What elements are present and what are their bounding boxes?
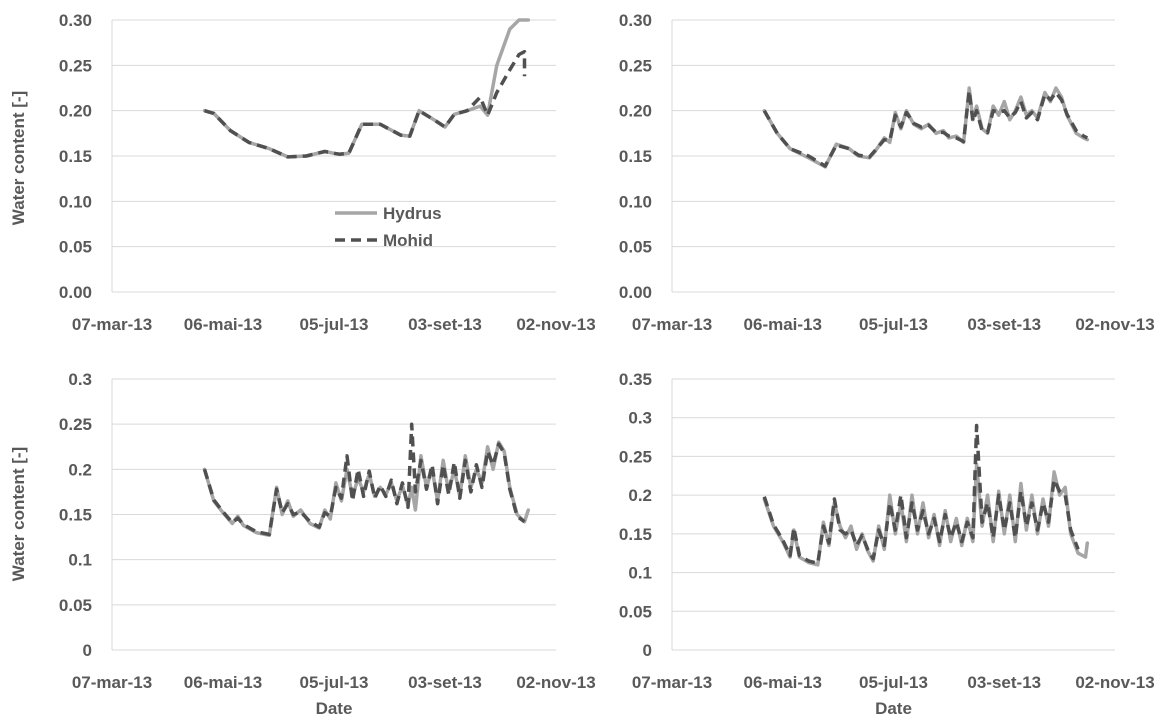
series-line-hydrus [202, 18, 531, 159]
x-tick-label: 06-mai-13 [744, 673, 822, 692]
legend: Hydrus Mohid [335, 204, 442, 250]
x-tick-label: 05-jul-13 [859, 673, 928, 692]
chart-panel-4: 0 0.05 0.1 0.15 0.2 0.25 0.3 0.35 07-mar-13 06-ma… [619, 370, 1155, 718]
y-tick-label: 0.20 [59, 102, 92, 121]
chart-panel-3: 0 0.05 0.1 0.15 0.2 0.25 0.3 07-mar-13 06-mai-13… [9, 370, 596, 718]
y-tick-label: 0.35 [619, 370, 652, 389]
x-tick-label: 06-mai-13 [744, 315, 822, 334]
y-tick-label: 0.05 [59, 596, 92, 615]
x-tick-label: 05-jul-13 [300, 315, 369, 334]
y-tick-label: 0.10 [619, 192, 652, 211]
chart-panel-2: 0.00 0.05 0.10 0.15 0.20 0.25 0.30 07-mar-13 06-… [619, 11, 1155, 334]
y-tick-label: 0.3 [628, 409, 652, 428]
x-tick-label: 03-set-13 [967, 315, 1041, 334]
x-tick-label: 06-mai-13 [184, 673, 262, 692]
legend-label: Mohid [383, 231, 433, 250]
y-tick-label: 0.30 [619, 11, 652, 30]
x-tick-label: 07-mar-13 [632, 315, 712, 334]
x-tick-label: 02-nov-13 [1075, 673, 1154, 692]
x-tick-label: 02-nov-13 [516, 315, 595, 334]
x-axis-title: Date [875, 699, 912, 718]
y-axis-title: Water content [-] [9, 91, 28, 225]
x-tick-label: 03-set-13 [967, 673, 1041, 692]
y-tick-label: 0 [643, 641, 652, 660]
x-tick-label: 03-set-13 [408, 673, 482, 692]
y-tick-label: 0.1 [68, 551, 92, 570]
y-axis-title: Water content [-] [9, 447, 28, 581]
y-tick-label: 0.05 [59, 238, 92, 257]
x-tick-label: 05-jul-13 [300, 673, 369, 692]
y-tick-label: 0 [83, 641, 92, 660]
y-tick-label: 0.30 [59, 11, 92, 30]
y-tick-label: 0.05 [619, 238, 652, 257]
series-line-mohid [762, 88, 1089, 168]
y-tick-label: 0.15 [59, 506, 92, 525]
series-line-mohid [762, 423, 1080, 566]
x-tick-label: 07-mar-13 [632, 673, 712, 692]
x-tick-label: 03-set-13 [408, 315, 482, 334]
y-tick-label: 0.25 [619, 56, 652, 75]
y-tick-label: 0.20 [619, 102, 652, 121]
y-tick-label: 0.00 [619, 283, 652, 302]
x-tick-label: 06-mai-13 [184, 315, 262, 334]
x-tick-label: 07-mar-13 [72, 673, 152, 692]
y-tick-label: 0.25 [59, 56, 92, 75]
y-tick-label: 0.15 [59, 147, 92, 166]
y-tick-label: 0.15 [619, 525, 652, 544]
chart-panel-1: 0.00 0.05 0.10 0.15 0.20 0.25 0.30 07-mar-13 06-… [9, 11, 596, 334]
series-line-hydrus [762, 462, 1090, 567]
y-tick-label: 0.3 [68, 370, 92, 389]
y-tick-label: 0.1 [628, 564, 652, 583]
series-line-mohid [202, 422, 526, 537]
x-axis-title: Date [316, 699, 353, 718]
y-tick-label: 0.15 [619, 147, 652, 166]
legend-label: Hydrus [383, 204, 442, 223]
y-tick-label: 0.05 [619, 602, 652, 621]
y-tick-label: 0.10 [59, 192, 92, 211]
y-tick-label: 0.00 [59, 283, 92, 302]
x-tick-label: 02-nov-13 [1075, 315, 1154, 334]
x-tick-label: 02-nov-13 [516, 673, 595, 692]
y-tick-label: 0.2 [68, 460, 92, 479]
y-tick-label: 0.2 [628, 486, 652, 505]
series-line-mohid [204, 49, 527, 159]
y-tick-label: 0.25 [619, 447, 652, 466]
y-tick-label: 0.25 [59, 415, 92, 434]
x-tick-label: 07-mar-13 [72, 315, 152, 334]
x-tick-label: 05-jul-13 [859, 315, 928, 334]
series-line-hydrus [762, 86, 1090, 169]
